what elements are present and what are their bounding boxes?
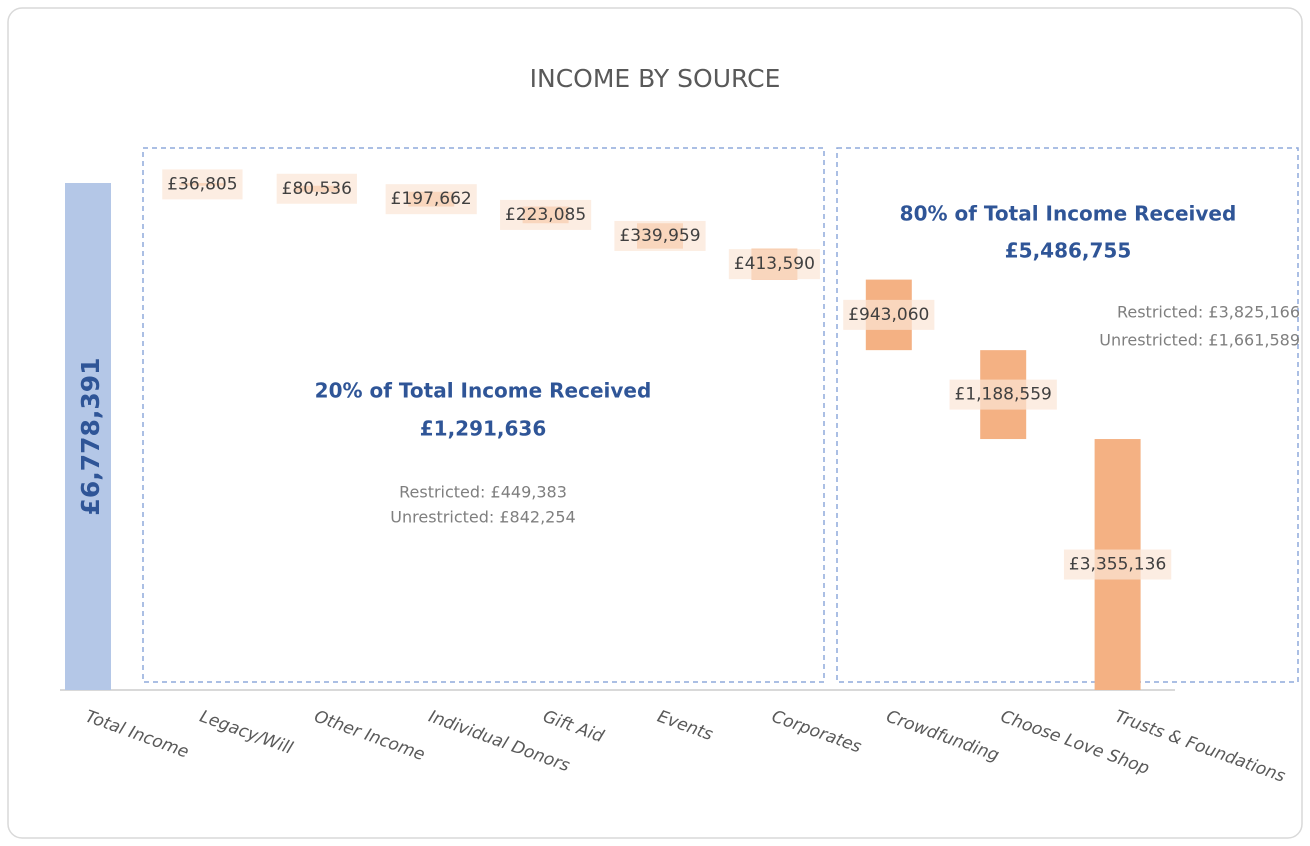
value-label: £36,805 [167, 174, 237, 194]
card [7, 7, 1303, 839]
value-label: £80,536 [282, 179, 352, 199]
group-box [142, 147, 825, 683]
annotation-restricted: Restricted: £3,825,166 [1117, 303, 1300, 322]
annotation-amount: £5,486,755 [1005, 239, 1132, 263]
total-label: £6,778,391 [76, 357, 105, 515]
value-label: £3,355,136 [1069, 555, 1166, 575]
annotation-unrestricted: Unrestricted: £1,661,589 [1099, 331, 1300, 350]
label-background [843, 299, 935, 330]
annotation-restricted: Restricted: £449,383 [399, 483, 567, 502]
label-background [1063, 549, 1172, 580]
label-background [500, 199, 592, 230]
value-label: £223,085 [505, 205, 586, 225]
chart-title: INCOME BY SOURCE [530, 64, 781, 93]
annotation-heading: 80% of Total Income Received [900, 202, 1237, 226]
label-background [949, 379, 1057, 410]
label-background [728, 249, 820, 280]
label-background [162, 169, 243, 200]
value-label: £413,590 [734, 254, 815, 274]
annotation-amount: £1,291,636 [420, 417, 547, 441]
annotation-unrestricted: Unrestricted: £842,254 [390, 508, 575, 527]
group-box [836, 147, 1299, 683]
label-background [276, 173, 357, 204]
label-background [385, 184, 477, 215]
value-label: £1,188,559 [955, 385, 1052, 405]
value-label: £339,959 [619, 226, 700, 246]
label-background [614, 220, 706, 251]
value-label: £197,662 [391, 189, 472, 209]
bar [65, 183, 111, 690]
value-label: £943,060 [848, 305, 929, 325]
annotation-heading: 20% of Total Income Received [315, 379, 652, 403]
